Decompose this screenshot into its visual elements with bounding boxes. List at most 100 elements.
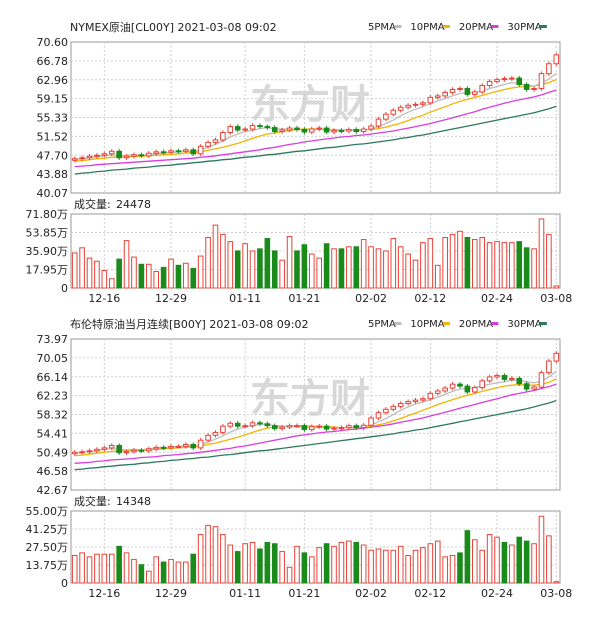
ma30-line [74,105,557,175]
candle-body [138,449,145,452]
volume-bar [101,553,108,584]
panel-2-title: 布伦特原油当月连续[B00Y] 2021-03-08 09:02 [70,317,308,331]
volume-bar [390,238,397,289]
candle-body [301,425,308,431]
volume-bar [449,555,456,584]
candle-body [145,448,152,452]
volume-bar [190,553,197,584]
x-tick-label: 12-16 [88,292,120,305]
x-tick-label: 02-12 [414,292,446,305]
volume-bar [420,242,426,289]
volume-bar [427,543,434,584]
candle-body [131,154,137,157]
ma10-line [74,78,557,162]
candle-body [86,155,93,159]
candle-body [531,386,537,390]
candle-body [420,398,426,401]
legend-swatch-1 [394,322,402,325]
volume-bar [338,541,345,584]
candle-body [346,425,352,429]
candle-body [457,87,463,90]
candle-body [227,422,234,427]
legend-swatch-4 [539,322,547,325]
candle-body [71,451,78,455]
volume-bar [501,242,508,289]
candle-body [294,127,300,131]
volume-bar [412,549,419,584]
volume-bar [509,242,515,289]
volume-bar [242,543,248,584]
volume-bar [294,545,300,584]
volume-bar [108,553,115,584]
candle-body [116,150,122,159]
volume-bar [383,549,389,584]
volume-bar [323,543,330,584]
candle-body [486,376,493,382]
volume-bar [368,549,374,584]
candle-body [168,445,174,449]
candle-body [412,103,419,106]
volume-bar [220,233,226,289]
candle-body [360,128,367,133]
volume-bar [346,246,352,289]
volume-bar [397,545,404,584]
volume-bar [360,239,367,289]
volume-tick-label: 27.50万 [26,541,69,554]
volume-bar [234,250,241,289]
x-tick-label: 02-24 [481,587,513,600]
candle-body [486,81,493,87]
legend-swatch-4 [539,25,547,28]
candle-body [94,448,100,452]
candle-body [501,375,508,380]
volume-bar [183,561,189,584]
candle-body [509,377,515,380]
candle-body [427,392,434,400]
x-tick-label: 02-02 [355,292,387,305]
volume-bar [153,271,160,289]
volume-bar [516,536,523,584]
volume-bar [442,236,448,289]
candle-body [220,132,226,141]
volume-bar [434,264,441,289]
panel-2-price: 73.97 70.05 66.14 62.23 58.32 54.41 50.49 46.58… [37,333,561,497]
volume-bar [175,561,182,584]
panel-1-title: NYMEX原油[CL00Y] 2021-03-08 09:02 [70,20,277,34]
volume-bar [301,552,308,584]
volume-bar [486,534,493,584]
volume-bar [464,530,471,584]
candle-body [271,127,278,133]
volume-bar [197,255,204,289]
candle-body [116,444,122,454]
candle-body [457,383,463,387]
volume-bar [86,556,93,584]
volume-bar [501,541,508,584]
volume-bar [86,257,93,289]
volume-bar [331,545,337,584]
volume-bar [212,224,219,289]
volume-bar [494,536,500,584]
volume-bar [390,549,397,584]
legend-label-4: 30PMA [507,319,541,330]
volume-bar [442,556,448,584]
volume-bar [405,253,411,289]
volume-bar [434,540,441,584]
volume-bar [145,570,152,584]
candle-body [397,106,404,111]
candle-body [190,444,197,449]
price-tick-label: 51.52 [37,130,69,143]
volume-bar [160,266,167,289]
volume-bar [71,555,78,584]
volume-bar [360,544,367,584]
volume-bar [471,539,478,584]
legend-label-2: 10PMA [410,22,444,33]
ma20-line [74,383,557,464]
candle-body [538,372,545,388]
panel-2-volume-value: 14348 [116,495,151,508]
volume-bar [553,581,560,584]
candle-body [516,77,523,86]
volume-bar [227,241,234,289]
candle-body [279,129,285,133]
candle-body [94,154,100,157]
